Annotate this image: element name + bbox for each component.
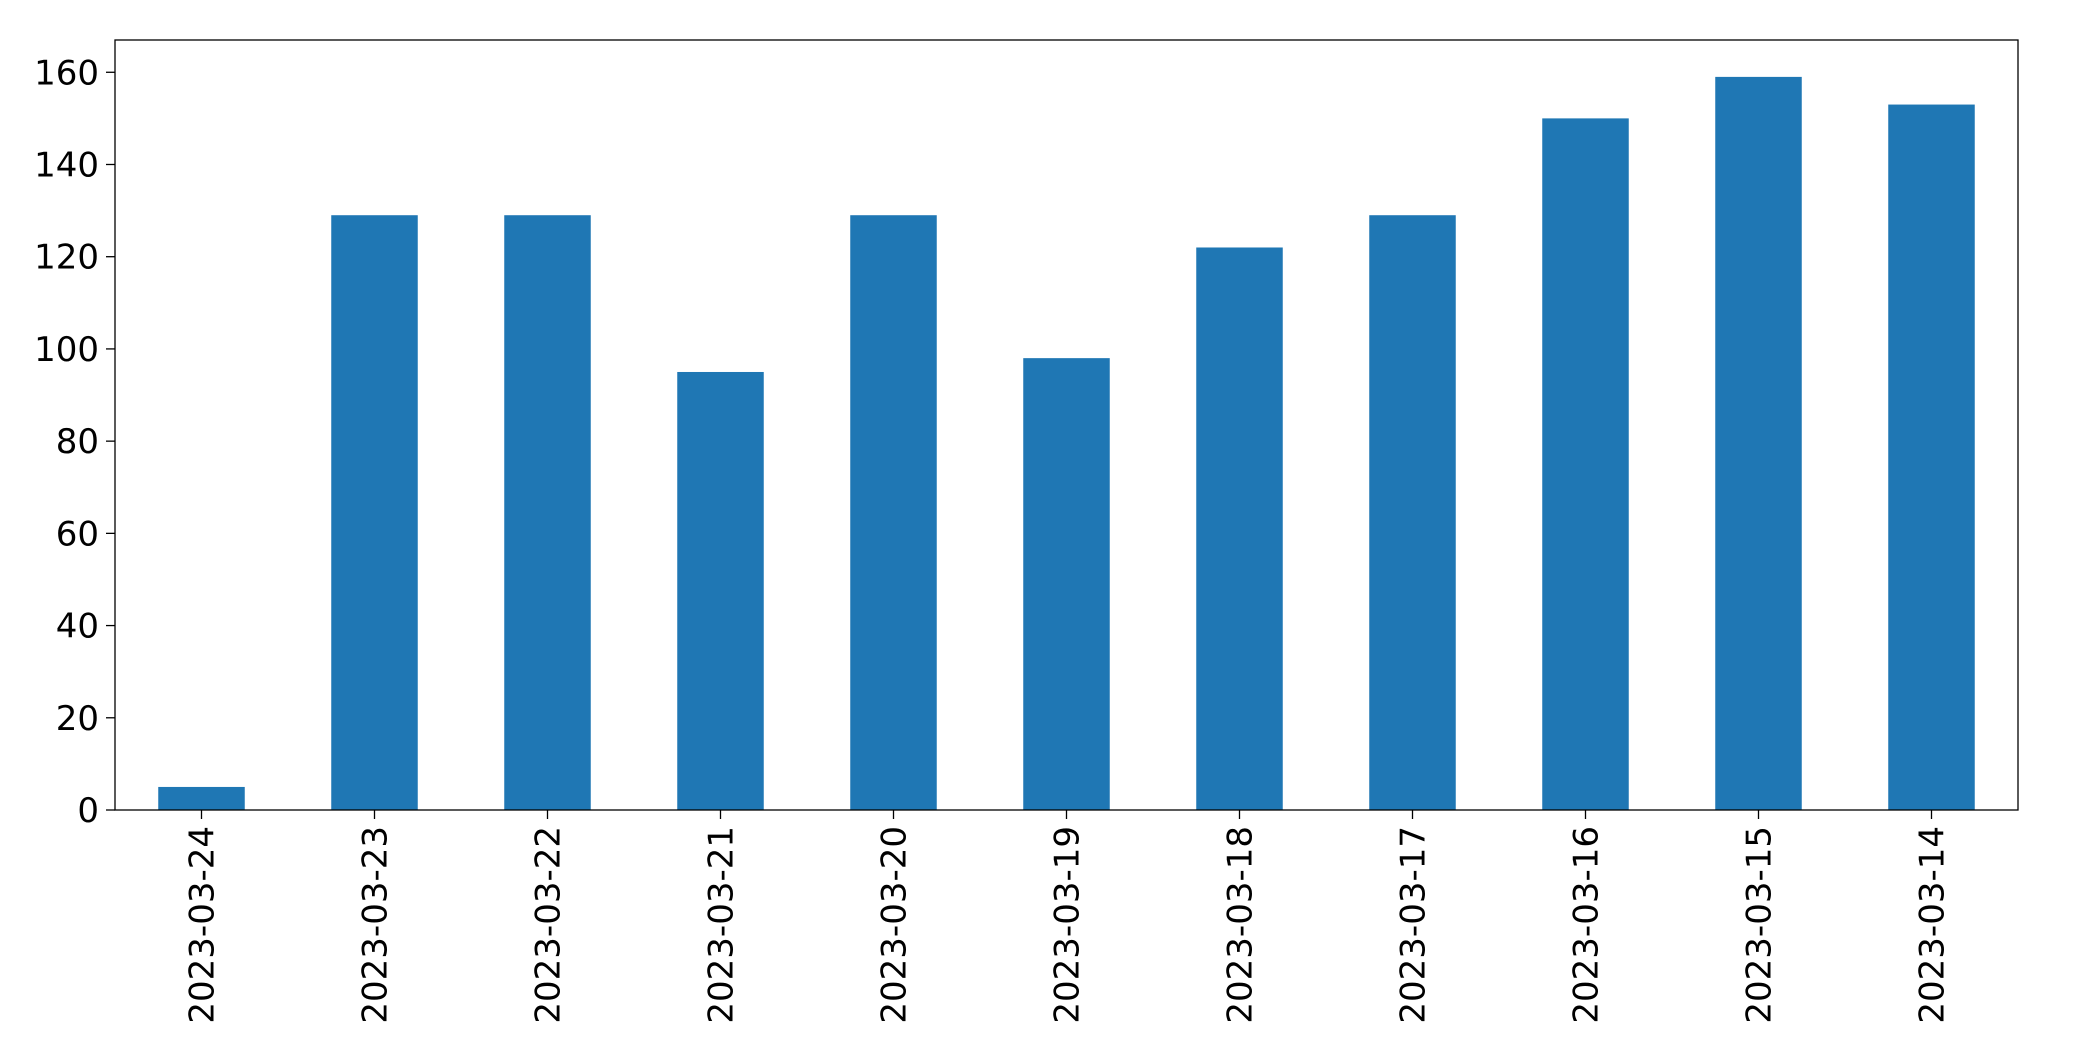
bar-2023-03-20: [850, 215, 937, 810]
y-tick-label: 120: [34, 238, 99, 278]
y-tick-label: 140: [34, 145, 99, 185]
x-tick-label: 2023-03-17: [1394, 826, 1434, 1024]
y-tick-label: 0: [77, 791, 99, 831]
x-tick-label: 2023-03-23: [356, 826, 396, 1024]
y-tick-label: 20: [56, 699, 99, 739]
y-tick-label: 100: [34, 330, 99, 370]
bar-2023-03-16: [1542, 118, 1629, 810]
plot-frame: [114, 39, 2019, 811]
bar-2023-03-18: [1196, 247, 1283, 810]
x-tick-label: 2023-03-20: [875, 826, 915, 1024]
x-tick-label: 2023-03-21: [702, 826, 742, 1024]
bar-2023-03-19: [1023, 358, 1110, 810]
bars-layer: [158, 76, 1975, 810]
x-tick-label: 2023-03-16: [1567, 826, 1607, 1024]
bar-2023-03-21: [677, 371, 764, 810]
x-tick-label: 2023-03-22: [529, 826, 569, 1024]
bar-2023-03-17: [1369, 215, 1456, 810]
x-axis: 2023-03-24 2023-03-23 2023-03-22 2023-03-21…: [183, 810, 1953, 1024]
bar-2023-03-15: [1715, 76, 1802, 810]
y-tick-label: 160: [34, 53, 99, 93]
y-tick-label: 60: [56, 514, 99, 554]
x-tick-label: 2023-03-18: [1221, 826, 1261, 1024]
bar-2023-03-14: [1888, 104, 1975, 810]
bar-2023-03-24: [158, 786, 245, 810]
bar-2023-03-23: [331, 215, 418, 810]
y-tick-label: 40: [56, 607, 99, 647]
x-tick-label: 2023-03-14: [1913, 826, 1953, 1024]
bar-2023-03-22: [504, 215, 591, 810]
x-tick-label: 2023-03-15: [1740, 826, 1780, 1024]
y-tick-label: 80: [56, 422, 99, 462]
y-axis: 0 20 40 60 80 100 120 140 160: [34, 53, 115, 831]
x-tick-label: 2023-03-19: [1048, 826, 1088, 1024]
x-tick-label: 2023-03-24: [183, 826, 223, 1024]
